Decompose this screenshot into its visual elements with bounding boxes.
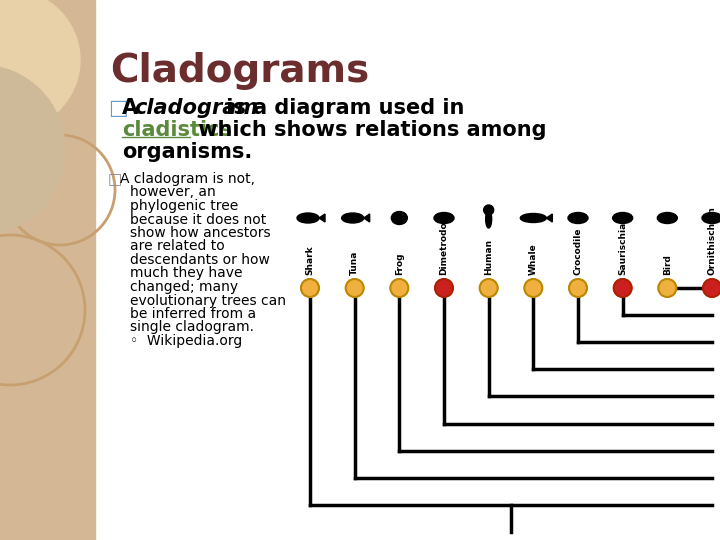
Text: Human: Human [484, 239, 493, 275]
Text: Frog: Frog [395, 253, 404, 275]
Ellipse shape [657, 213, 678, 224]
Circle shape [480, 279, 498, 297]
Text: are related to: are related to [130, 240, 225, 253]
Text: Cladograms: Cladograms [110, 52, 369, 90]
Ellipse shape [568, 213, 588, 224]
Text: Crocodile: Crocodile [574, 227, 582, 275]
Text: ◦  Wikipedia.org: ◦ Wikipedia.org [130, 334, 242, 348]
Text: organisms.: organisms. [122, 142, 252, 162]
Circle shape [658, 279, 676, 297]
Circle shape [346, 279, 364, 297]
Text: Whale: Whale [528, 243, 538, 275]
Ellipse shape [702, 213, 720, 224]
Ellipse shape [342, 213, 364, 223]
Text: show how ancestors: show how ancestors [130, 226, 271, 240]
Circle shape [0, 0, 80, 130]
Circle shape [301, 279, 319, 297]
Text: cladistics: cladistics [122, 120, 232, 140]
Text: single cladogram.: single cladogram. [130, 321, 254, 334]
Text: phylogenic tree: phylogenic tree [130, 199, 238, 213]
Circle shape [435, 279, 453, 297]
Text: Ornithischian: Ornithischian [708, 206, 716, 275]
Circle shape [390, 279, 408, 297]
Circle shape [569, 279, 587, 297]
Polygon shape [319, 214, 325, 222]
Polygon shape [364, 214, 369, 222]
Ellipse shape [486, 210, 492, 228]
Text: is a diagram used in: is a diagram used in [219, 98, 464, 118]
Text: A cladogram is not,: A cladogram is not, [120, 172, 255, 186]
Bar [0, 0, 95, 540]
Text: □: □ [108, 98, 127, 118]
Text: Tuna: Tuna [350, 251, 359, 275]
Circle shape [484, 205, 494, 215]
Text: □: □ [108, 172, 122, 187]
Text: descendants or how: descendants or how [130, 253, 270, 267]
Circle shape [703, 279, 720, 297]
Ellipse shape [392, 212, 408, 225]
Polygon shape [546, 214, 552, 222]
Text: much they have: much they have [130, 267, 243, 280]
Text: changed; many: changed; many [130, 280, 238, 294]
Ellipse shape [434, 213, 454, 224]
Text: Bird: Bird [663, 254, 672, 275]
Text: Saurischian: Saurischian [618, 215, 627, 275]
Circle shape [0, 65, 65, 235]
Text: however, an: however, an [130, 186, 216, 199]
Text: Shark: Shark [305, 245, 315, 275]
Text: Dimetrodon: Dimetrodon [439, 215, 449, 275]
Circle shape [524, 279, 542, 297]
Text: evolutionary trees can: evolutionary trees can [130, 294, 286, 307]
Circle shape [613, 279, 631, 297]
Text: be inferred from a: be inferred from a [130, 307, 256, 321]
Ellipse shape [613, 213, 633, 224]
Text: A: A [122, 98, 145, 118]
Ellipse shape [297, 213, 319, 223]
Text: cladogram: cladogram [134, 98, 258, 118]
Ellipse shape [521, 213, 546, 222]
Text: because it does not: because it does not [130, 213, 266, 226]
Text: which shows relations among: which shows relations among [191, 120, 546, 140]
